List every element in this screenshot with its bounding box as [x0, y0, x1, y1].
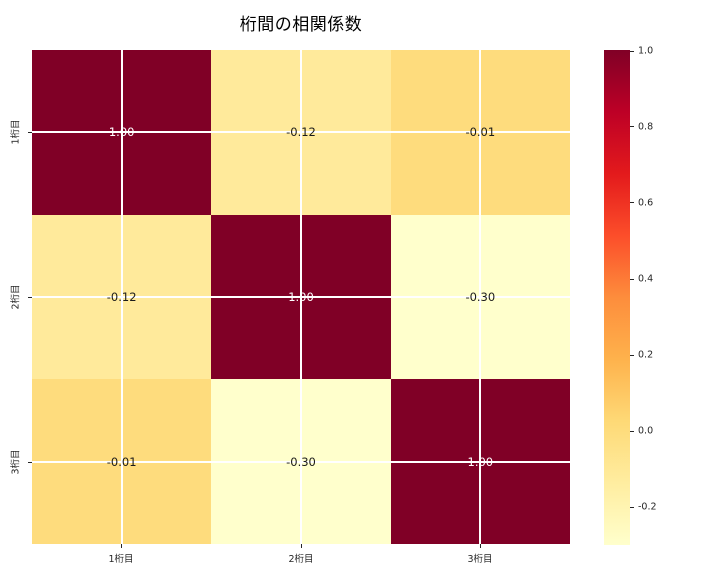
y-tick-label-text: 2桁目 [11, 284, 23, 310]
heatmap-cell-r1c1: 1.00 [32, 50, 212, 215]
cell-value: 1.00 [108, 125, 135, 140]
cell-value: -0.01 [465, 125, 496, 140]
cell-value: -0.12 [286, 125, 316, 140]
heatmap-cell-r2c3: -0.30 [390, 214, 570, 380]
colorbar-tick-label: 0.8 [638, 121, 654, 133]
colorbar-tick-label: 1.0 [638, 45, 654, 57]
colorbar-tick-label: -0.2 [638, 501, 657, 513]
y-tick-label-text: 3桁目 [11, 449, 23, 475]
colorbar-tick-label: 0.0 [638, 425, 654, 437]
y-tick [28, 132, 32, 133]
colorbar-tick [630, 506, 634, 508]
colorbar-tick [630, 202, 634, 204]
heatmap-cell-r1c3: -0.01 [390, 50, 570, 215]
heatmap-cell-r3c3: 1.00 [390, 379, 570, 544]
y-tick-label: 3桁目 [8, 432, 22, 492]
y-tick-label: 1桁目 [8, 102, 22, 162]
heatmap-cell-r3c2: -0.30 [211, 379, 391, 544]
x-tick-label: 2桁目 [288, 554, 314, 565]
heatmap-cell-r3c1: -0.01 [32, 379, 212, 544]
correlation-heatmap: 1.00 -0.12 -0.01 -0.12 1.00 -0.30 -0.01 … [32, 50, 570, 544]
cell-value: 1.00 [467, 454, 494, 469]
colorbar-tick [630, 278, 634, 280]
heatmap-cell-r2c1: -0.12 [32, 214, 212, 380]
cell-value: 1.00 [288, 289, 314, 304]
x-tick-label: 3桁目 [467, 554, 493, 565]
cell-value: -0.01 [106, 454, 137, 469]
cell-value: -0.30 [465, 289, 496, 304]
heatmap-cell-r1c2: -0.12 [211, 50, 391, 215]
y-tick-label: 2桁目 [8, 267, 22, 327]
colorbar: 1.0 0.8 0.6 0.4 0.2 0.0 -0.2 [604, 46, 657, 545]
y-tick-label-text: 1桁目 [11, 119, 23, 145]
colorbar-tick [630, 354, 634, 356]
colorbar-tick [630, 50, 634, 52]
heatmap-grid: 1.00 -0.12 -0.01 -0.12 1.00 -0.30 -0.01 … [32, 50, 570, 544]
colorbar-tick [630, 430, 634, 432]
x-tick-label: 1桁目 [108, 554, 134, 565]
colorbar-tick [630, 126, 634, 128]
chart-title: 桁間の相関係数 [239, 15, 363, 35]
y-tick [28, 297, 32, 298]
cell-value: -0.30 [286, 454, 316, 469]
x-tick [301, 544, 302, 548]
heatmap-cell-r2c2: 1.00 [211, 214, 391, 380]
colorbar-gradient [604, 50, 630, 545]
colorbar-tick-label: 0.6 [638, 197, 654, 209]
x-tick [121, 544, 122, 548]
colorbar-tick-label: 0.4 [638, 273, 654, 285]
x-tick [480, 544, 481, 548]
colorbar-tick-label: 0.2 [638, 349, 654, 361]
y-tick [28, 462, 32, 463]
cell-value: -0.12 [106, 289, 137, 304]
